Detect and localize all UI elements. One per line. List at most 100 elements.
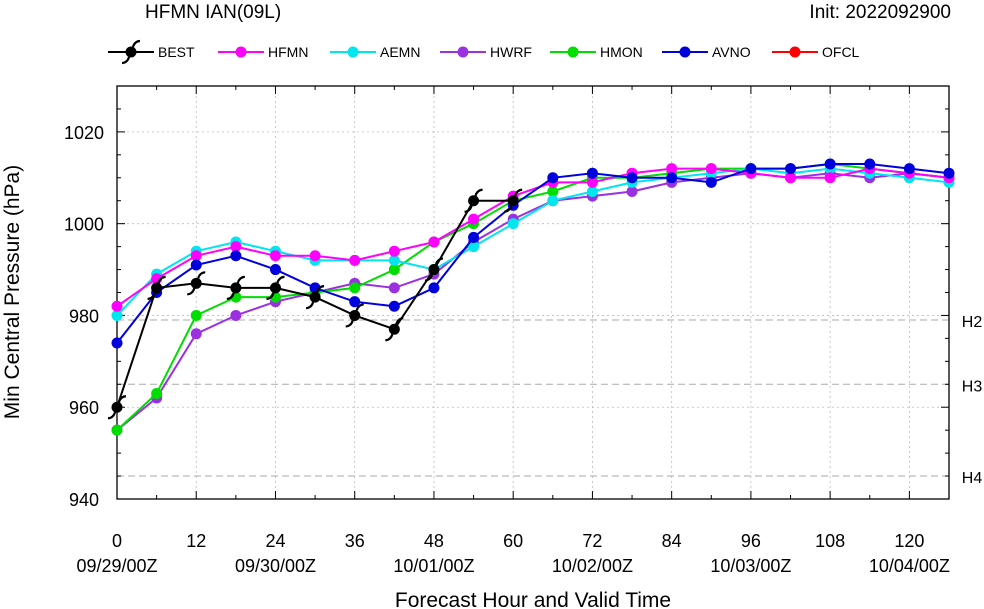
data-point-hfmn — [190, 250, 202, 262]
hurricane-icon — [121, 39, 141, 65]
data-point-aemn — [388, 254, 400, 266]
data-point-avno — [468, 231, 480, 243]
legend-item-aemn: AEMN — [330, 44, 420, 60]
data-point-avno — [864, 158, 876, 170]
data-point-avno — [705, 176, 717, 188]
series-layer — [107, 158, 955, 436]
legend-label: BEST — [158, 44, 195, 60]
legend-label: HFMN — [268, 44, 308, 60]
data-point-aemn — [507, 218, 519, 230]
data-point-avno — [666, 172, 678, 184]
valid-time-label: 09/30/00Z — [235, 556, 316, 576]
data-point-hfmn — [309, 250, 321, 262]
y-tick-label: 980 — [69, 306, 99, 326]
x-tick-label: 36 — [345, 531, 365, 551]
series-avno — [111, 158, 955, 349]
data-point-best — [187, 271, 206, 296]
data-point-hwrf — [190, 328, 202, 340]
x-tick-label: 12 — [186, 531, 206, 551]
data-point-best — [504, 188, 523, 213]
data-point-hfmn — [785, 172, 797, 184]
series-line-aemn — [116, 167, 950, 317]
data-point-hmon — [349, 282, 361, 294]
series-best — [107, 188, 523, 420]
data-point-hmon — [190, 309, 202, 321]
data-point-best — [345, 303, 364, 328]
data-point-best — [385, 317, 404, 342]
data-point-avno — [428, 282, 440, 294]
y-tick-label: 940 — [69, 490, 99, 510]
data-point-best — [464, 188, 483, 213]
x-tick-label: 0 — [112, 531, 122, 551]
reference-label: H4 — [962, 470, 983, 487]
data-point-aemn — [586, 186, 598, 198]
x-axis: 0 12 24 36 48 60 72 84 96 108 120 09/29/00Z 09/30/00… — [76, 86, 950, 576]
category-reference-lines: H2 H3 H4 — [117, 314, 982, 487]
data-point-aemn — [111, 309, 123, 321]
data-point-hfmn — [388, 245, 400, 257]
data-point-hwrf — [388, 282, 400, 294]
x-tick-label: 24 — [265, 531, 285, 551]
data-point-hfmn — [230, 241, 242, 253]
legend-marker — [235, 46, 247, 58]
data-point-avno — [824, 158, 836, 170]
data-point-hmon — [151, 387, 163, 399]
data-point-hmon — [388, 264, 400, 276]
series-hmon — [111, 158, 955, 436]
legend-item-hfmn: HFMN — [218, 44, 308, 60]
data-point-best — [147, 275, 166, 301]
data-point-avno — [586, 167, 598, 179]
x-tick-label: 84 — [662, 531, 682, 551]
legend-marker — [679, 46, 691, 58]
data-point-avno — [903, 163, 915, 175]
legend: BEST HFMN AEMN HWRF HMON AVNO OFCL — [108, 39, 860, 65]
valid-time-label: 09/29/00Z — [76, 556, 157, 576]
legend-label: HWRF — [490, 44, 532, 60]
series-line-hfmn — [116, 167, 950, 308]
y-axis-label: Min Central Pressure (hPa) — [1, 165, 24, 419]
y-tick-label: 1000 — [64, 215, 104, 235]
valid-time-label: 10/02/00Z — [552, 556, 633, 576]
y-tick-label: 1020 — [64, 123, 104, 143]
data-point-hfmn — [349, 254, 361, 266]
data-point-avno — [745, 163, 757, 175]
legend-label: AEMN — [380, 44, 420, 60]
data-point-best — [107, 395, 127, 420]
data-point-hmon — [111, 424, 123, 436]
data-point-hfmn — [705, 163, 717, 175]
y-axis: 940 960 980 1000 1020 — [64, 108, 949, 510]
data-point-avno — [230, 250, 242, 262]
x-tick-label: 96 — [741, 531, 761, 551]
data-point-best — [424, 257, 444, 282]
data-point-hfmn — [666, 163, 678, 175]
data-point-best — [306, 284, 325, 310]
legend-marker — [457, 46, 469, 58]
series-line-avno — [116, 163, 950, 344]
x-tick-label: 108 — [815, 531, 845, 551]
legend-marker — [789, 46, 801, 58]
x-tick-label: 72 — [582, 531, 602, 551]
x-axis-label: Forecast Hour and Valid Time — [395, 589, 671, 609]
data-point-aemn — [547, 195, 559, 207]
data-point-hfmn — [111, 300, 123, 312]
legend-item-best: BEST — [108, 39, 195, 65]
data-point-avno — [626, 172, 638, 184]
data-point-avno — [785, 163, 797, 175]
data-point-best — [266, 275, 285, 301]
data-point-avno — [349, 296, 361, 308]
legend-item-hmon: HMON — [550, 44, 643, 60]
data-point-hwrf — [230, 309, 242, 321]
data-point-hfmn — [269, 250, 281, 262]
x-tick-label: 60 — [503, 531, 523, 551]
chart-title: HFMN IAN(09L) — [145, 2, 281, 23]
grid — [116, 85, 949, 500]
data-point-hfmn — [428, 236, 440, 248]
valid-time-label: 10/04/00Z — [869, 556, 950, 576]
legend-item-ofcl: OFCL — [772, 44, 860, 60]
data-point-hfmn — [468, 213, 480, 225]
legend-item-hwrf: HWRF — [440, 44, 532, 60]
init-time-label: Init: 2022092900 — [809, 2, 951, 23]
x-tick-label: 48 — [424, 531, 444, 551]
data-point-best — [226, 275, 245, 301]
